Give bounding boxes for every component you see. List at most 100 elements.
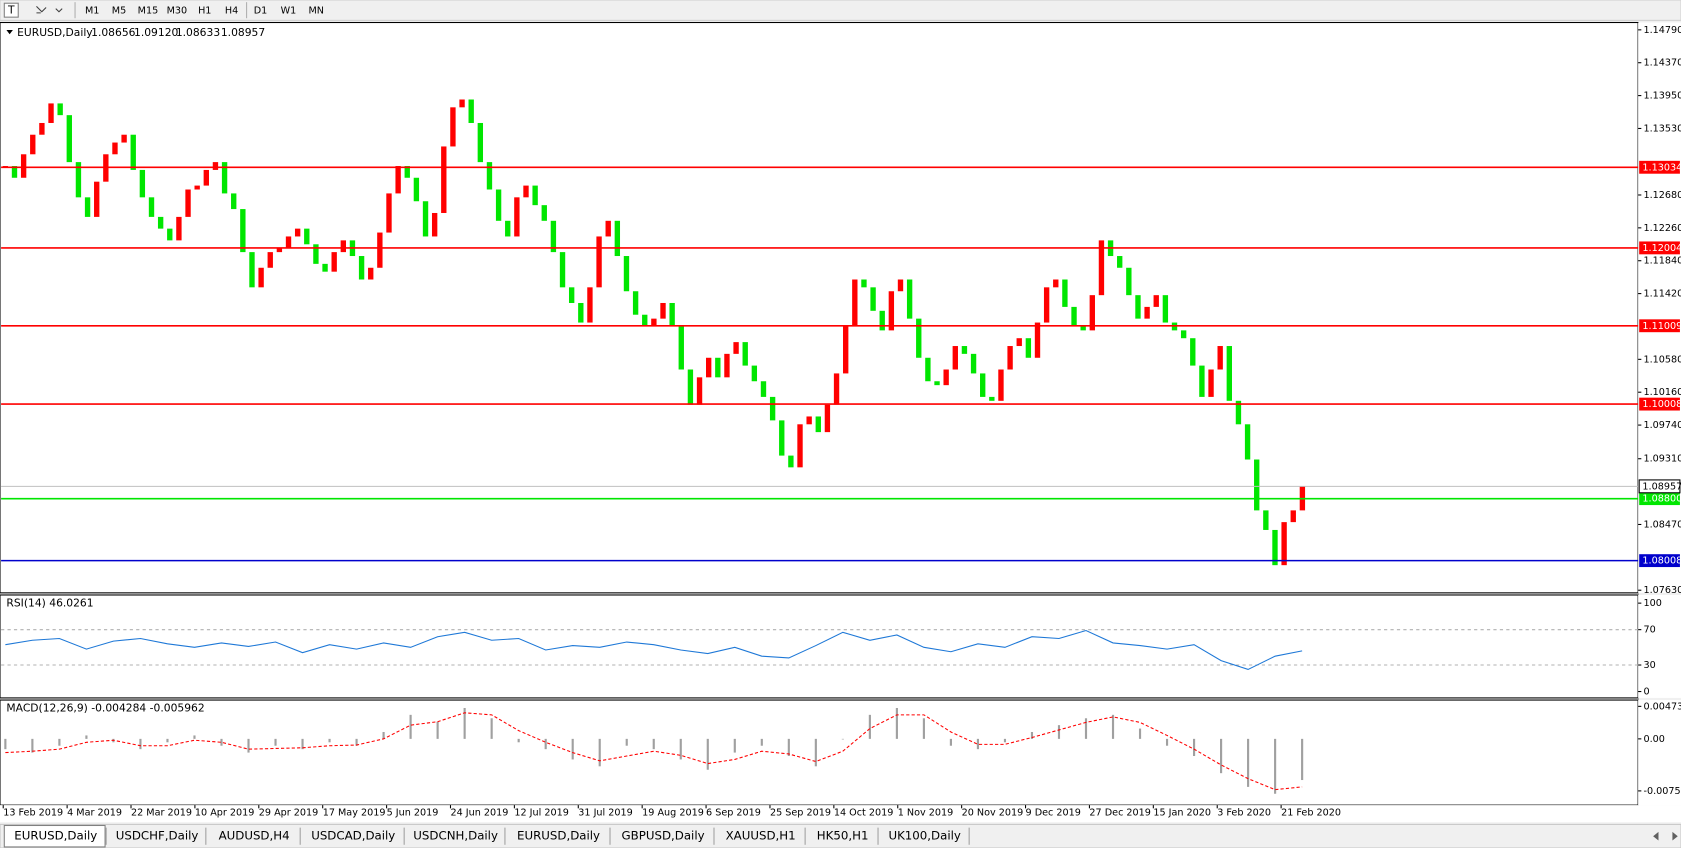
- candle: [861, 279, 867, 288]
- y-tick-label: 70: [1643, 625, 1655, 636]
- candle: [888, 291, 895, 331]
- y-tick-label: 1.09740: [1643, 420, 1681, 431]
- candle: [313, 244, 319, 264]
- candle: [495, 189, 502, 221]
- tab[interactable]: GBPUSD,Daily: [622, 829, 705, 843]
- timeframe-button[interactable]: H4: [225, 6, 238, 17]
- x-tick-label: 15 Jan 2020: [1153, 808, 1211, 819]
- y-tick-label: 1.13530: [1643, 123, 1681, 134]
- ohlc-value: 1.09120: [134, 26, 179, 39]
- macd-bar: [787, 738, 790, 757]
- candle: [276, 248, 283, 253]
- candle: [779, 420, 785, 456]
- candle: [84, 197, 91, 217]
- rsi-panel[interactable]: [0, 594, 1639, 699]
- timeframe-button[interactable]: M30: [167, 6, 188, 17]
- macd-bar: [679, 738, 682, 760]
- timeframe-button[interactable]: M5: [112, 6, 126, 17]
- tab[interactable]: AUDUSD,H4: [219, 829, 290, 843]
- candle: [651, 318, 657, 327]
- candle: [532, 185, 538, 206]
- price-level-tag: [1639, 160, 1680, 174]
- candle: [879, 310, 885, 331]
- macd-bar: [868, 714, 871, 739]
- candle: [477, 122, 484, 163]
- tab[interactable]: EURUSD,Daily: [14, 829, 97, 843]
- text-tool-icon[interactable]: [3, 2, 19, 18]
- chart-menu-arrow[interactable]: [6, 30, 13, 35]
- candle: [395, 166, 401, 194]
- y-tick-label: 1.11420: [1643, 289, 1681, 300]
- candle: [605, 220, 611, 237]
- tab[interactable]: USDCAD,Daily: [311, 829, 395, 843]
- y-tick-label: 0.00: [1643, 734, 1664, 745]
- ohlc-value: 1.08957: [221, 26, 265, 39]
- macd-bar: [1084, 718, 1088, 739]
- y-tick-label: 1.10160: [1643, 387, 1681, 398]
- candle: [1290, 510, 1296, 523]
- candle: [541, 205, 547, 221]
- candle: [1199, 365, 1205, 397]
- y-tick-label: -0.007584: [1643, 786, 1681, 797]
- macd-title: MACD(12,26,9) -0.004284 -0.005962: [6, 702, 204, 715]
- candle: [431, 212, 438, 237]
- date-axis: [0, 805, 1681, 823]
- candle: [852, 279, 858, 327]
- macd-bar: [1301, 738, 1304, 781]
- macd-bar: [841, 738, 844, 740]
- macd-bar: [598, 738, 601, 767]
- tab[interactable]: UK100,Daily: [888, 829, 960, 843]
- candle: [961, 346, 968, 354]
- tab[interactable]: USDCNH,Daily: [413, 829, 498, 843]
- macd-bar: [652, 738, 655, 750]
- timeframe-button[interactable]: M1: [85, 6, 99, 17]
- macd-bar: [463, 707, 466, 739]
- candle: [386, 193, 392, 233]
- macd-panel[interactable]: [0, 699, 1639, 806]
- macd-bar: [1030, 732, 1034, 739]
- macd-bar: [1003, 738, 1007, 743]
- candle: [1254, 459, 1260, 511]
- candle: [486, 162, 493, 190]
- candle: [550, 220, 557, 253]
- timeframe-button[interactable]: D1: [254, 6, 268, 17]
- x-tick-label: 10 Apr 2019: [195, 808, 255, 819]
- candle: [304, 228, 310, 245]
- timeframe-button[interactable]: MN: [309, 6, 325, 17]
- tab[interactable]: EURUSD,Daily: [517, 829, 600, 843]
- tab[interactable]: HK50,H1: [817, 829, 869, 843]
- tab[interactable]: XAUUSD,H1: [726, 829, 796, 843]
- macd-bar: [949, 738, 952, 746]
- candle: [614, 220, 621, 257]
- candle: [377, 232, 383, 268]
- candle: [194, 185, 200, 190]
- candle: [1281, 522, 1287, 566]
- candle: [441, 146, 447, 213]
- candle: [916, 318, 922, 358]
- x-tick-label: 22 Mar 2019: [131, 808, 192, 819]
- macd-bar: [490, 718, 493, 739]
- candle: [833, 373, 840, 405]
- candle: [413, 177, 420, 202]
- timeframe-button[interactable]: M15: [138, 6, 159, 17]
- timeframe-button[interactable]: W1: [281, 6, 297, 17]
- macd-bar: [193, 735, 196, 739]
- candle: [715, 357, 721, 378]
- tools-icon[interactable]: [36, 6, 63, 14]
- candle: [660, 302, 666, 319]
- candle: [769, 396, 776, 421]
- tab[interactable]: USDCHF,Daily: [116, 829, 199, 843]
- candle: [1053, 279, 1059, 288]
- candle: [11, 166, 18, 178]
- toolbar: [0, 0, 1681, 21]
- main-chart[interactable]: [0, 21, 1639, 594]
- candle: [1272, 529, 1278, 566]
- macd-bar: [31, 738, 34, 753]
- candle: [514, 197, 520, 237]
- tab-scroll-arrows[interactable]: [1653, 831, 1678, 841]
- timeframe-button[interactable]: H1: [198, 6, 211, 17]
- candle: [705, 357, 712, 378]
- candle: [642, 314, 648, 327]
- macd-bar: [139, 738, 142, 750]
